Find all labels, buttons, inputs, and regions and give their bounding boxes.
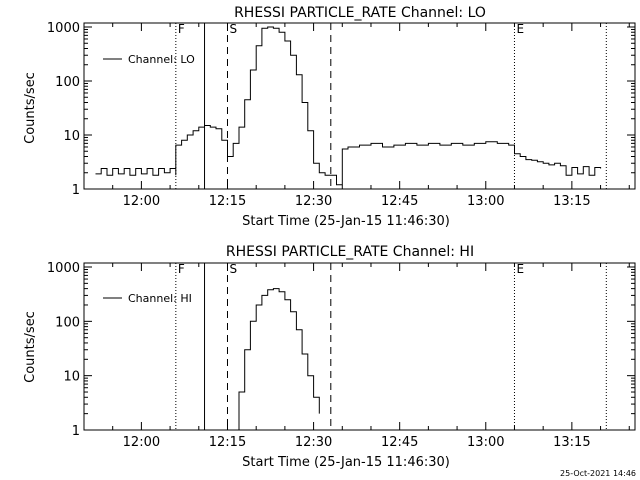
lo-x-tick-label: 12:00 [123,194,160,209]
hi-data-layer [233,288,320,431]
lo-x-axis-label: Start Time (25-Jan-15 11:46:30) [242,214,450,229]
hi-legend: Channel: HI [103,292,192,305]
lo-data-layer [95,26,602,186]
lo-x-tick-label: 13:00 [467,194,504,209]
lo-y-axis-label: Counts/sec [23,72,38,144]
hi-y-tick-label: 10 [63,370,80,385]
lo-channel-panel: RHESSI PARTICLE_RATE Channel: LO Counts/… [23,5,636,229]
hi-y-axis-label: Counts/sec [23,311,38,383]
generation-timestamp: 25-Oct-2021 14:46 [560,469,636,478]
lo-x-tick-label: 13:15 [553,194,590,209]
lo-legend-label: Channel: LO [128,53,195,66]
hi-event-marker-label: E [516,262,524,276]
hi-series-line [233,288,320,431]
hi-channel-panel: RHESSI PARTICLE_RATE Channel: HI Counts/… [23,244,636,470]
hi-x-axis-label: Start Time (25-Jan-15 11:46:30) [242,455,450,470]
lo-y-tick-label: 1 [72,183,80,198]
hi-event-marker-label: S [229,262,237,276]
hi-x-tick-label: 12:00 [123,435,160,450]
lo-y-tick-label: 10 [63,129,80,144]
lo-event-marker-label: S [229,22,237,36]
hi-x-tick-label: 12:30 [295,435,332,450]
lo-event-marker-label: F [178,22,185,36]
hi-y-tick-label: 100 [55,315,80,330]
hi-plot-frame [83,262,636,431]
lo-y-tick-label: 1000 [47,21,80,36]
lo-plot-frame [83,22,636,190]
hi-x-tick-label: 13:15 [553,435,590,450]
hi-x-tick-label: 13:00 [467,435,504,450]
hi-x-tick-label: 12:45 [381,435,418,450]
hi-ticks-layer: 1 10 100 1000 12:00 12:15 12:30 12:45 13:00 13:15 [47,261,635,450]
lo-chart-title: RHESSI PARTICLE_RATE Channel: LO [234,5,486,21]
lo-x-tick-label: 12:45 [381,194,418,209]
lo-ticks-layer: 1 10 100 1000 12:00 12:15 12:30 12:45 13:00 13:15 [47,21,635,209]
lo-x-tick-label: 12:30 [295,194,332,209]
hi-chart-title: RHESSI PARTICLE_RATE Channel: HI [226,244,474,260]
lo-y-tick-label: 100 [55,75,80,90]
hi-event-marker-label: F [178,262,185,276]
hi-legend-label: Channel: HI [128,292,192,305]
lo-event-marker-label: E [516,22,524,36]
lo-x-tick-label: 12:15 [209,194,246,209]
lo-series-line [95,26,602,186]
hi-x-tick-label: 12:15 [209,435,246,450]
hi-y-tick-label: 1000 [47,261,80,276]
lo-legend: Channel: LO [103,53,195,66]
hi-y-tick-label: 1 [72,424,80,439]
